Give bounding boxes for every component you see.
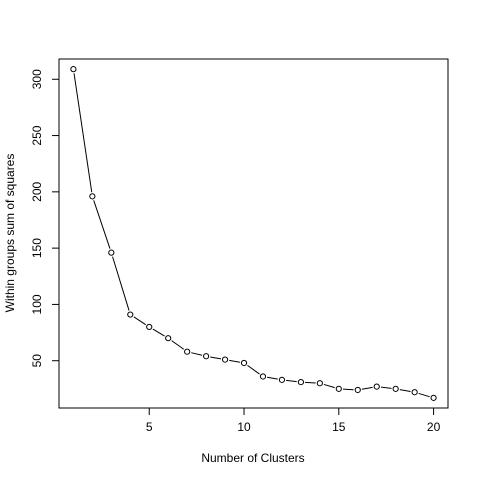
data-point-11 xyxy=(259,373,267,380)
segment-15-16 xyxy=(342,388,354,391)
data-point-17 xyxy=(373,383,380,390)
data-point-15 xyxy=(335,385,342,392)
data-point-19 xyxy=(411,389,418,396)
segment-17-18 xyxy=(380,386,392,389)
y-tick-label-200: 200 xyxy=(30,182,44,202)
data-point-16 xyxy=(354,386,361,394)
segment-12-13 xyxy=(286,379,297,383)
y-tick-label-250: 250 xyxy=(30,125,44,145)
data-point-4 xyxy=(127,311,134,318)
y-tick-label-50: 50 xyxy=(30,354,44,368)
data-point-12 xyxy=(278,376,286,383)
segment-13-14 xyxy=(305,381,316,384)
data-point-3 xyxy=(108,249,115,256)
x-tick-label-20: 20 xyxy=(427,420,441,434)
x-tick-label-15: 15 xyxy=(332,420,346,434)
data-point-1 xyxy=(70,66,77,73)
data-point-18 xyxy=(392,385,399,392)
y-tick-label-100: 100 xyxy=(30,294,44,314)
segment-16-17 xyxy=(361,386,373,390)
segment-18-19 xyxy=(399,389,411,392)
x-tick-label-5: 5 xyxy=(146,420,153,434)
data-point-7 xyxy=(184,348,191,355)
data-point-14 xyxy=(316,380,323,387)
segment-2-3 xyxy=(93,200,111,249)
y-tick-label-150: 150 xyxy=(30,238,44,258)
segment-4-5 xyxy=(133,316,146,326)
plot-box xyxy=(58,58,449,409)
data-point-2 xyxy=(89,193,96,200)
y-axis-label: Within groups sum of squares xyxy=(3,154,17,313)
segment-9-10 xyxy=(229,359,240,363)
segment-1-2 xyxy=(73,73,93,193)
data-point-13 xyxy=(297,379,304,386)
segment-5-6 xyxy=(152,328,165,337)
segment-3-4 xyxy=(112,256,130,311)
data-point-6 xyxy=(165,335,172,342)
series-line xyxy=(70,66,437,401)
data-point-5 xyxy=(146,323,153,331)
x-axis: 5 10 15 20 xyxy=(146,407,441,434)
x-axis-label: Number of Clusters xyxy=(201,451,304,465)
data-point-8 xyxy=(203,353,210,360)
segment-8-9 xyxy=(210,356,222,360)
segment-14-15 xyxy=(323,383,335,389)
y-axis: 50 100 150 200 250 300 xyxy=(30,69,60,368)
data-point-10 xyxy=(240,359,248,367)
segment-7-8 xyxy=(191,352,203,356)
x-tick-label-10: 10 xyxy=(237,420,251,434)
segment-10-11 xyxy=(247,364,260,375)
segment-11-12 xyxy=(267,376,278,380)
data-point-9 xyxy=(221,356,229,363)
segment-6-7 xyxy=(171,340,185,350)
segment-19-20 xyxy=(418,392,430,398)
y-tick-label-300: 300 xyxy=(30,69,44,89)
data-point-20 xyxy=(430,394,437,401)
